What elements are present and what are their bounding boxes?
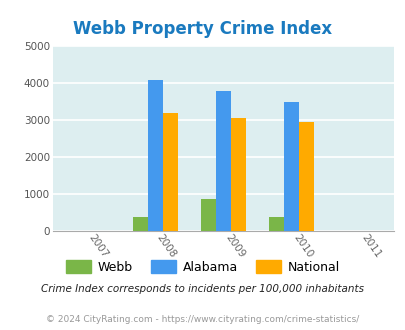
Bar: [298, 122, 313, 231]
Bar: [284, 102, 298, 231]
Bar: [230, 118, 245, 231]
Bar: [132, 216, 147, 231]
Legend: Webb, Alabama, National: Webb, Alabama, National: [61, 255, 344, 279]
Bar: [200, 199, 215, 231]
Bar: [269, 217, 283, 231]
Text: Webb Property Crime Index: Webb Property Crime Index: [73, 20, 332, 38]
Text: © 2024 CityRating.com - https://www.cityrating.com/crime-statistics/: © 2024 CityRating.com - https://www.city…: [46, 315, 359, 324]
Text: Crime Index corresponds to incidents per 100,000 inhabitants: Crime Index corresponds to incidents per…: [41, 284, 364, 294]
Bar: [147, 80, 162, 231]
Bar: [215, 91, 230, 231]
Bar: [162, 113, 177, 231]
